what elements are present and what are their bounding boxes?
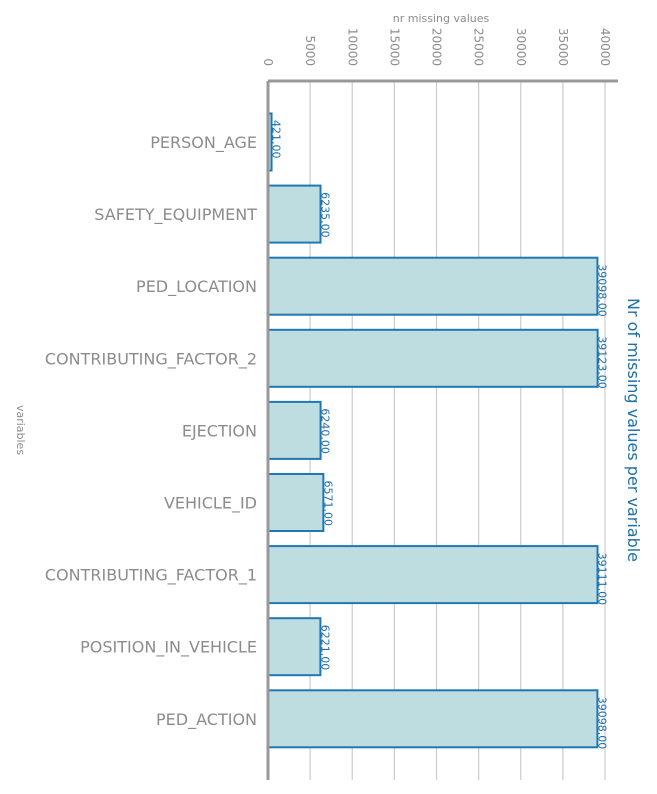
category-label: PED_ACTION <box>156 710 257 730</box>
bar <box>267 256 599 316</box>
category-label: PERSON_AGE <box>150 133 257 153</box>
value-labels: 421.00 6235.00 39098.00 39123.00 6240.00 6571… <box>270 120 609 749</box>
bars <box>267 112 599 749</box>
value-label: 6235.00 <box>319 192 332 238</box>
bar <box>267 617 322 677</box>
x-axis-title: nr missing values <box>393 12 490 25</box>
bar <box>267 184 322 244</box>
category-labels: PERSON_AGE SAFETY_EQUIPMENT PED_LOCATION CO… <box>45 133 257 730</box>
value-label: 6571.00 <box>321 481 334 527</box>
x-tick-label: 20000 <box>430 28 444 66</box>
value-label: 39111.00 <box>596 553 609 606</box>
chart-title: Nr of missing values per variable <box>624 298 643 562</box>
x-tick-labels: 0 5000 10000 15000 20000 25000 30000 35000 40000 <box>261 28 612 66</box>
category-label: PED_LOCATION <box>136 277 257 297</box>
value-label: 39098.00 <box>595 264 608 317</box>
category-label: POSITION_IN_VEHICLE <box>80 638 257 658</box>
value-label: 39098.00 <box>595 697 608 750</box>
bar <box>267 545 599 605</box>
x-tick-label: 30000 <box>514 28 528 66</box>
value-label: 39123.00 <box>596 336 609 389</box>
category-label: EJECTION <box>182 421 257 440</box>
x-tick-label: 35000 <box>556 28 570 66</box>
bar <box>267 328 599 388</box>
x-tick-label: 5000 <box>303 35 317 66</box>
x-tick-label: 10000 <box>345 28 359 66</box>
value-label: 421.00 <box>270 120 283 159</box>
x-tick-label: 0 <box>261 58 275 66</box>
category-label: CONTRIBUTING_FACTOR_2 <box>45 349 257 369</box>
x-tick-label: 40000 <box>598 28 612 66</box>
category-label: SAFETY_EQUIPMENT <box>94 205 257 225</box>
bar <box>267 689 599 749</box>
value-label: 6221.00 <box>318 625 331 671</box>
x-tick-label: 25000 <box>472 28 486 66</box>
y-axis-title: variables <box>14 405 27 455</box>
x-tick-label: 15000 <box>387 28 401 66</box>
grid-lines <box>309 81 606 780</box>
category-label: VEHICLE_ID <box>164 494 257 514</box>
bar <box>267 473 325 532</box>
axes <box>266 79 618 780</box>
category-label: CONTRIBUTING_FACTOR_1 <box>45 566 257 586</box>
bar <box>267 400 322 460</box>
value-label: 6240.00 <box>319 408 332 454</box>
